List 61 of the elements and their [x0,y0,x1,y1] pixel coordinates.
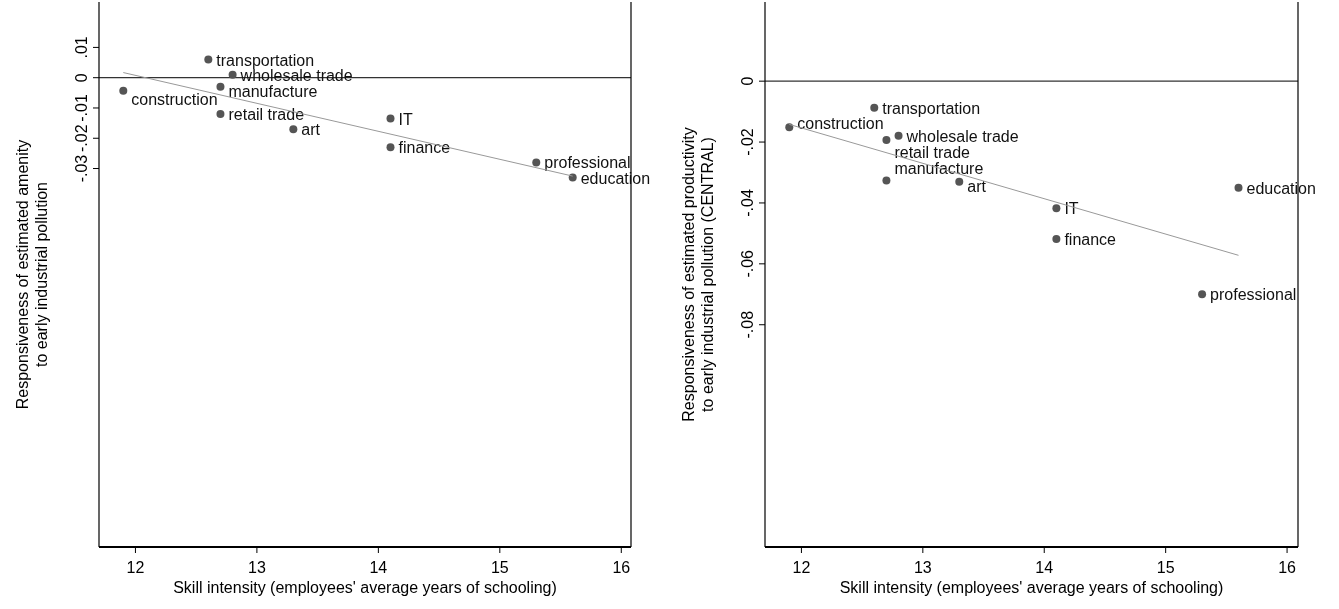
x-axis-title: Skill intensity (employees' average years of schooling) [173,579,557,596]
point [785,123,794,132]
point [1234,183,1243,192]
annotation: art [967,177,987,195]
y-tick-label: 0 [739,76,756,86]
annotation: transportation [216,51,315,69]
y-tick-label: -.06 [739,249,756,278]
annotation: transportation [882,99,981,117]
annotation: professional [1210,286,1297,304]
annotation: manufacture [228,82,318,100]
x-tick-label: 13 [248,559,266,576]
point [532,158,541,167]
point [568,173,577,182]
x-tick-label: 15 [490,559,509,576]
annotation: retail trade [228,106,305,124]
point [119,86,128,95]
y-tick-label: -.03 [73,154,90,183]
y-tick-label: -.04 [739,189,756,217]
point [882,176,891,185]
x-tick-label: 15 [1156,559,1175,576]
x-tick-label: 16 [612,559,631,576]
point [955,177,964,186]
annotation: professional [544,154,631,172]
point [216,82,225,91]
annotation: manufacture [894,160,984,178]
y-tick-label: -.08 [739,310,756,339]
annotation: finance [398,139,451,157]
y-tick-label: 0 [73,73,90,83]
annotation: construction [131,90,218,108]
x-tick-label: 13 [913,559,932,576]
point [386,114,395,123]
annotation: construction [797,115,884,133]
y-tick-label: -.02 [73,124,90,153]
annotation: finance [1064,230,1117,248]
y-axis-title: Responsiveness of estimated amenity to early industrial pollution [14,139,50,410]
y-axis-title: Responsiveness of estimated productivity to early industrial pollution (CENTRAL) [680,127,716,422]
x-tick-label: 14 [369,559,388,576]
point [289,125,298,134]
x-tick-label: 12 [126,559,145,576]
y-tick-label: -.02 [739,128,756,156]
y-tick-label: .01 [73,36,90,59]
annotation: art [301,121,321,139]
x-tick-label: 12 [792,559,811,576]
point [1052,204,1061,213]
point [882,135,891,144]
point [1052,234,1061,243]
x-axis-title: Skill intensity (employees' average years of schooling) [839,579,1224,596]
x-tick-label: 14 [1035,559,1054,576]
point [386,143,395,152]
annotation: wholesale trade [905,127,1019,145]
point [228,70,237,79]
point [894,131,903,140]
point [870,103,879,112]
annotation: retail trade [894,143,971,161]
x-tick-label: 16 [1278,559,1297,576]
annotation: IT [1064,200,1079,218]
annotation: IT [398,110,413,128]
y-tick-label: -.01 [73,94,90,122]
point [216,110,225,119]
point [1198,290,1207,299]
point [204,55,213,64]
